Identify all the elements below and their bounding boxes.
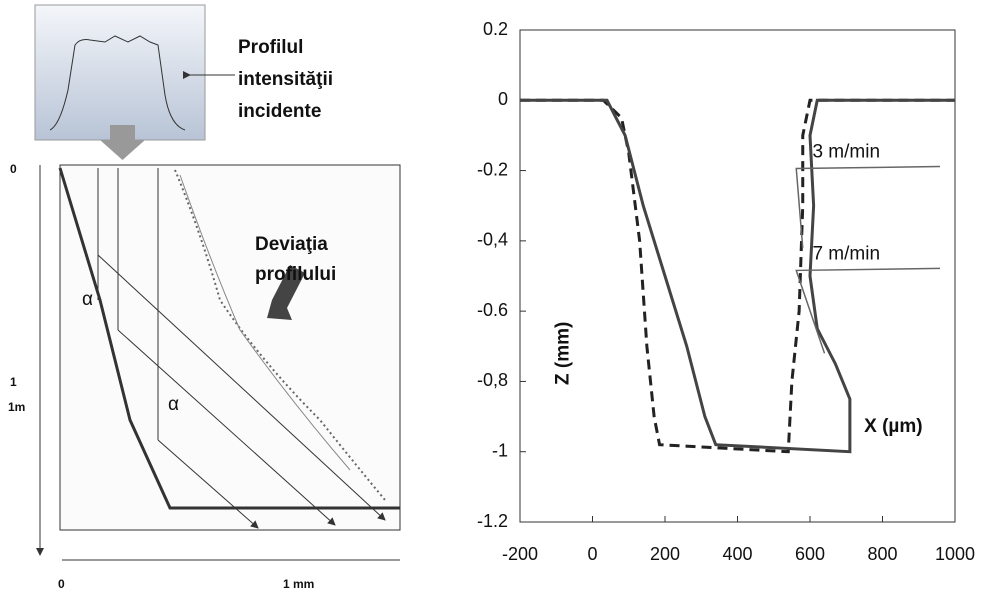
series-line	[520, 98, 955, 454]
x-tick-label: 200	[650, 544, 680, 564]
label: intensităţii	[238, 69, 333, 90]
down-arrow	[100, 125, 145, 160]
axis-label: 1 mm	[283, 577, 314, 591]
axis-label: 1m	[8, 400, 25, 414]
x-tick-label: 1000	[935, 544, 975, 564]
annotation-arrow	[795, 165, 941, 248]
label: incidente	[238, 101, 321, 122]
x-tick-label: -200	[502, 544, 538, 564]
series-line	[520, 98, 955, 454]
y-tick-label: 0	[498, 89, 508, 109]
angle: α	[82, 289, 93, 310]
x-tick-label: 0	[587, 544, 597, 564]
label: Profilul	[238, 37, 303, 58]
axis-label: 0	[58, 577, 65, 591]
y-tick-label: -1	[492, 440, 508, 460]
axis-label: 0	[10, 162, 17, 176]
x-tick-label: 800	[867, 544, 897, 564]
ray	[117, 329, 336, 526]
annotation: 3 m/min	[812, 142, 880, 163]
ray	[157, 439, 259, 529]
big-arrow	[267, 265, 305, 320]
deviation	[174, 169, 386, 501]
y-tick-label: 0.2	[483, 19, 508, 39]
y-tick-label: -0.2	[477, 159, 508, 179]
label: Deviaţia	[255, 234, 328, 255]
diagram: Profilul intensităţii incidente Deviaţia…	[8, 4, 401, 591]
annotation: 7 m/min	[812, 243, 880, 264]
y-tick-label: -0,4	[477, 230, 508, 250]
x-tick-label: 600	[795, 544, 825, 564]
x-tick-label: 400	[722, 544, 752, 564]
intensity-profile	[49, 35, 186, 131]
x-axis-label: X (µm)	[864, 416, 922, 437]
y-axis-label: Z (mm)	[553, 322, 574, 385]
y-tick-label: -0.6	[477, 300, 508, 320]
diagram-box	[59, 164, 401, 531]
ray	[97, 254, 386, 521]
label: profilului	[255, 264, 336, 285]
chart: -1.2 -1 -0,8 -0.6 -0,4 -0.2 0 0.2 -200 0 200 400 600…	[477, 19, 975, 564]
y-tick-label: -1.2	[477, 511, 508, 531]
deviation	[179, 174, 351, 471]
angle: α	[168, 394, 179, 415]
axis-label: 1	[10, 375, 17, 389]
kerf-front	[58, 167, 400, 510]
annotation-arrow	[795, 267, 941, 354]
y-tick-label: -0,8	[477, 370, 508, 390]
inset-box	[34, 4, 206, 141]
